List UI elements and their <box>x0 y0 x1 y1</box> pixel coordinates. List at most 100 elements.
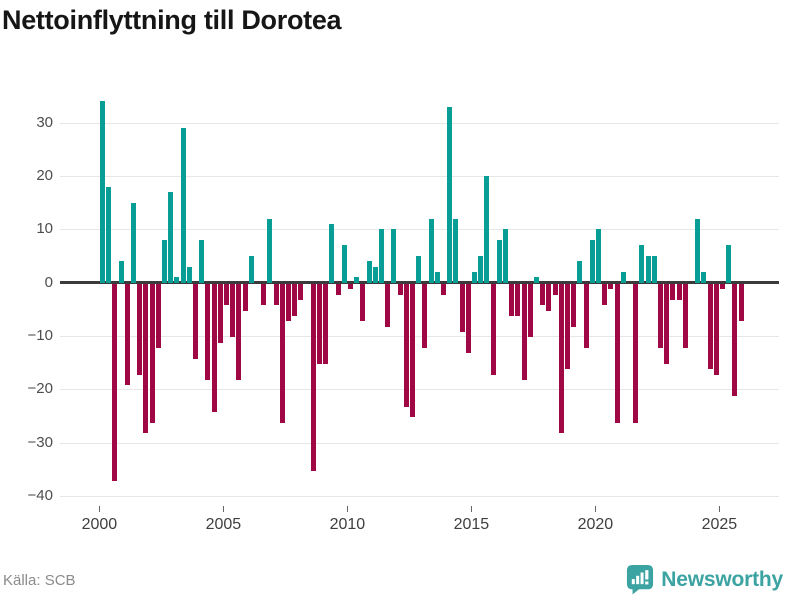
bar-2013q3 <box>434 272 440 283</box>
newsworthy-logo: Newsworthy <box>626 564 783 595</box>
bar-2020q3 <box>608 284 614 290</box>
bar-2006q3 <box>261 284 267 306</box>
bar-2025q1 <box>720 284 725 290</box>
bar-2014q4 <box>465 284 471 354</box>
bar-2008q1 <box>298 284 304 301</box>
bar-2009q3 <box>335 284 341 295</box>
bar-2025q2 <box>726 245 732 283</box>
bar-2003q1 <box>174 277 180 283</box>
bar-2006q4 <box>267 218 273 283</box>
x-axis-tick <box>594 506 597 512</box>
bar-2023q3 <box>682 284 688 349</box>
bar-2025q3 <box>732 284 738 397</box>
bar-2003q3 <box>186 266 192 283</box>
bar-2001q2 <box>131 202 136 283</box>
bar-2005q1 <box>224 284 229 306</box>
bar-2020q4 <box>614 284 620 423</box>
bar-2018q2 <box>552 284 558 295</box>
bar-2000q2 <box>106 186 112 283</box>
bar-2010q1 <box>348 284 353 290</box>
bar-2000q3 <box>112 284 118 482</box>
bar-2003q4 <box>193 284 198 359</box>
bar-2006q1 <box>248 256 254 283</box>
bar-2019q1 <box>571 284 577 327</box>
source-label: Källa: SCB <box>3 572 76 589</box>
bar-2005q2 <box>230 284 236 338</box>
bar-2012q4 <box>416 256 422 283</box>
bar-2009q4 <box>341 245 347 283</box>
bar-2018q1 <box>546 284 552 311</box>
bar-2010q4 <box>366 261 372 283</box>
bar-2009q1 <box>323 284 329 365</box>
bar-2023q2 <box>676 284 682 301</box>
bar-2014q3 <box>459 284 465 333</box>
bar-2017q3 <box>534 277 539 283</box>
x-axis-label: 2000 <box>81 516 118 533</box>
y-axis-label: −40 <box>27 487 53 505</box>
bar-2002q3 <box>162 240 167 283</box>
bar-2022q3 <box>658 284 663 349</box>
bar-2024q4 <box>713 284 719 375</box>
gridline <box>60 442 779 444</box>
bar-2011q4 <box>391 229 397 283</box>
bar-2008q3 <box>310 284 316 471</box>
bar-2000q1 <box>100 101 105 283</box>
bar-2001q3 <box>137 284 143 375</box>
bar-2018q4 <box>565 284 570 370</box>
bar-2014q1 <box>447 106 453 283</box>
bar-2024q2 <box>701 272 707 283</box>
x-axis-label: 2015 <box>453 516 490 533</box>
bar-2011q2 <box>379 229 384 283</box>
bar-2024q1 <box>695 218 701 283</box>
gridline <box>60 496 779 498</box>
bar-2004q3 <box>211 284 217 413</box>
bar-2021q3 <box>633 284 639 423</box>
bar-2021q1 <box>620 272 626 283</box>
bar-2018q3 <box>558 284 564 434</box>
bar-2007q4 <box>292 284 298 317</box>
bar-2012q1 <box>397 284 403 295</box>
bar-2013q2 <box>428 218 434 283</box>
bar-2001q4 <box>143 284 149 434</box>
bar-2007q1 <box>273 284 279 306</box>
x-axis-tick <box>222 506 225 512</box>
gridline <box>60 122 779 124</box>
y-axis-label: −30 <box>27 433 53 451</box>
y-axis-label: −10 <box>27 327 53 345</box>
bar-2021q4 <box>639 245 645 283</box>
bar-2008q4 <box>317 284 322 365</box>
bar-2011q3 <box>385 284 391 327</box>
bar-2019q2 <box>577 261 583 283</box>
bar-2011q1 <box>372 266 378 283</box>
bar-2022q1 <box>645 256 651 283</box>
bar-2017q1 <box>521 284 527 381</box>
chart-title: Nettoinflyttning till Dorotea <box>2 5 342 35</box>
plot-area: 30 20 10 0 −10 −20 −30 −40 2000 2005 2010 2015 2020 2… <box>27 101 779 533</box>
bar-2004q2 <box>205 284 211 381</box>
bar-2019q3 <box>583 284 589 349</box>
bar-2014q2 <box>453 218 459 283</box>
y-axis-label: −20 <box>27 380 53 398</box>
bar-2001q1 <box>124 284 130 386</box>
newsworthy-wordmark: Newsworthy <box>661 567 783 591</box>
bar-2017q2 <box>527 284 533 338</box>
bar-2015q1 <box>472 272 477 283</box>
bar-2010q3 <box>360 284 366 322</box>
bar-2004q4 <box>217 284 223 343</box>
bar-2015q3 <box>484 176 490 283</box>
bar-2003q2 <box>180 128 186 283</box>
bar-2005q3 <box>236 284 242 381</box>
bar-2015q4 <box>490 284 496 375</box>
y-axis-label: 0 <box>44 273 53 291</box>
x-axis-label: 2010 <box>329 516 366 533</box>
y-axis-label: 30 <box>36 113 53 131</box>
bar-2005q4 <box>242 284 248 311</box>
x-axis-label: 2025 <box>701 516 738 533</box>
x-axis-tick <box>718 506 721 512</box>
bar-2019q4 <box>589 240 595 283</box>
bar-2013q4 <box>441 284 446 295</box>
x-axis-tick <box>346 506 349 512</box>
bar-2012q2 <box>403 284 409 407</box>
gridline <box>60 176 779 178</box>
bar-2002q2 <box>155 284 161 349</box>
